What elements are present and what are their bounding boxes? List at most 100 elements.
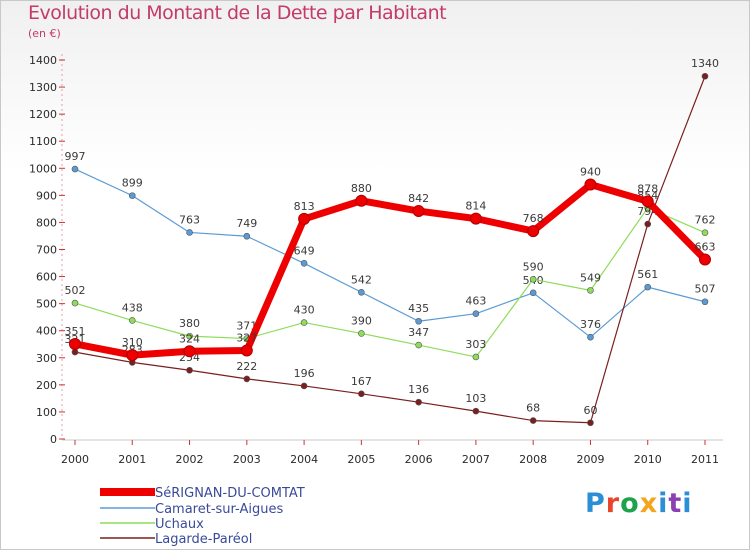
data-label: 899 (122, 177, 143, 190)
data-label: 222 (236, 360, 257, 373)
data-label: 310 (122, 336, 143, 349)
data-point (355, 194, 368, 207)
data-point (641, 195, 654, 208)
data-label: 371 (236, 320, 257, 333)
y-tick-label: 600 (36, 271, 57, 284)
data-label: 940 (580, 166, 601, 179)
data-label: 880 (351, 182, 372, 195)
chart-title: Evolution du Montant de la Dette par Hab… (28, 2, 447, 24)
data-point (300, 382, 308, 390)
data-point (587, 333, 594, 341)
data-point (415, 398, 422, 406)
data-point (69, 337, 81, 350)
data-point (587, 287, 594, 294)
data-label: 762 (695, 214, 716, 227)
data-point (186, 229, 193, 236)
data-point (300, 260, 308, 267)
data-label: 763 (179, 213, 200, 226)
x-tick-label: 2008 (519, 453, 547, 466)
data-label: 463 (465, 295, 486, 308)
data-point (71, 165, 79, 173)
data-point (358, 390, 365, 398)
data-label: 768 (523, 212, 544, 225)
data-point (240, 344, 253, 357)
data-point (412, 205, 425, 218)
x-tick-label: 2004 (290, 453, 318, 466)
legend-label: Uchaux (155, 517, 204, 532)
data-label: 749 (236, 217, 257, 230)
y-tick-label: 1100 (29, 135, 57, 148)
data-point (529, 275, 537, 283)
proxiti-logo: Proxiti (585, 488, 693, 519)
data-point (300, 319, 308, 326)
data-point (128, 192, 136, 199)
data-point (415, 317, 422, 325)
data-point (358, 288, 365, 296)
data-label: 1340 (691, 57, 719, 70)
series-0: 351 310 324 327 813 880 842 814 768 940 878 663 (65, 166, 716, 362)
y-tick-label: 1300 (29, 81, 57, 94)
x-tick-label: 2002 (176, 453, 204, 466)
data-point (527, 225, 540, 238)
legend-label: SéRIGNAN-DU-COMTAT (155, 486, 305, 501)
y-tick-label: 900 (36, 189, 57, 202)
data-label: 327 (236, 331, 257, 344)
data-label: 324 (179, 332, 200, 345)
data-point (472, 407, 480, 415)
y-tick-label: 300 (36, 352, 57, 365)
data-label: 590 (523, 260, 544, 273)
data-point (699, 253, 711, 266)
y-tick-label: 200 (36, 379, 57, 392)
series-3: 32128325422219616713610368607941340 (65, 57, 719, 427)
data-label: 196 (294, 367, 315, 380)
data-point (469, 212, 482, 225)
x-tick-label: 2006 (405, 453, 433, 466)
data-point (701, 72, 709, 80)
data-label: 663 (695, 241, 716, 254)
logo-letter: x (639, 488, 659, 519)
logo-letter: r (605, 488, 621, 519)
legend-label: Camaret-sur-Aigues (155, 502, 283, 517)
x-tick-label: 2007 (462, 453, 490, 466)
data-point (243, 232, 251, 240)
data-point (529, 417, 537, 424)
data-point (472, 353, 480, 361)
legend: SéRIGNAN-DU-COMTATCamaret-sur-AiguesUcha… (100, 486, 305, 547)
data-point (529, 289, 537, 297)
data-point (358, 330, 365, 337)
series-1: 997899763749649542435463540376561507 (65, 150, 716, 341)
x-tick-label: 2000 (61, 453, 89, 466)
x-tick-label: 2001 (118, 453, 146, 466)
y-tick-label: 800 (36, 216, 57, 229)
data-label: 438 (122, 301, 143, 314)
data-label: 813 (294, 200, 315, 213)
data-point (701, 229, 709, 237)
legend-label: Lagarde-Paréol (155, 532, 252, 547)
data-label: 549 (580, 271, 601, 284)
logo-letter: P (585, 488, 606, 519)
logo-letter: i (682, 488, 693, 519)
logo-letter: i (658, 488, 669, 519)
data-label: 390 (351, 314, 372, 327)
data-point (128, 317, 136, 324)
data-point (71, 348, 79, 356)
data-label: 347 (408, 326, 429, 339)
data-label: 167 (351, 375, 372, 388)
data-point (587, 419, 594, 427)
axes: 0 100 200 300 400 500 600 700 800 900 1000 1100 1200… (29, 54, 723, 466)
data-label: 435 (408, 302, 429, 315)
data-point (701, 298, 709, 306)
data-point (186, 332, 193, 340)
data-label: 103 (465, 392, 486, 405)
data-point (186, 366, 193, 374)
data-point (415, 341, 422, 349)
data-label: 997 (65, 150, 86, 163)
x-tick-label: 2005 (347, 453, 375, 466)
data-label: 303 (465, 338, 486, 351)
data-point (584, 178, 597, 191)
data-label: 814 (465, 200, 486, 213)
y-tick-label: 0 (50, 433, 57, 446)
data-point (126, 349, 139, 362)
